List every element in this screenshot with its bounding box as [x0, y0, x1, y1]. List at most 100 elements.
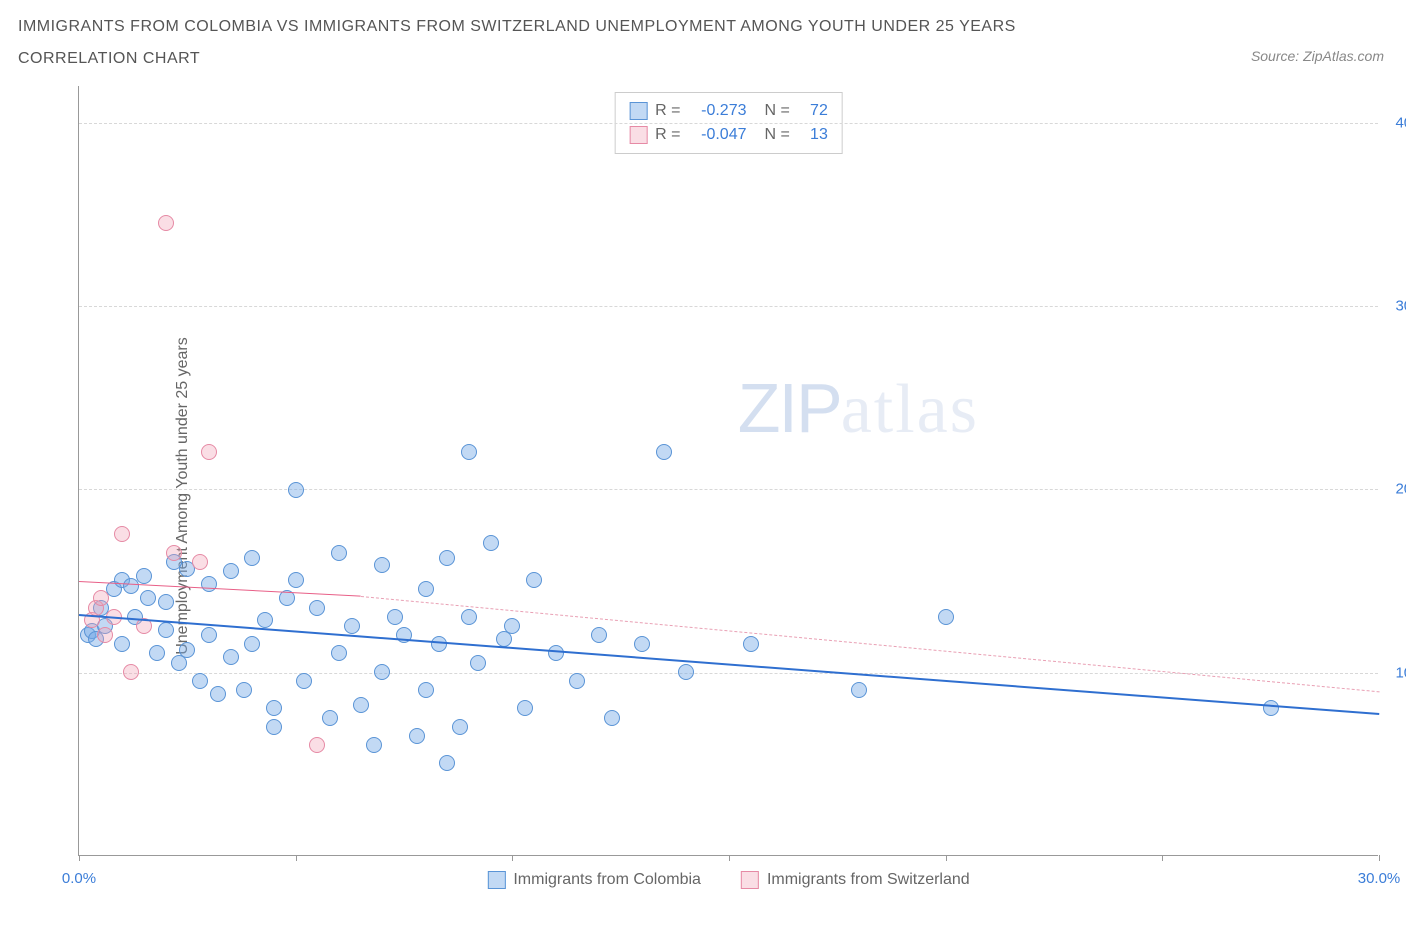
y-tick-label: 40.0%	[1395, 114, 1406, 131]
data-point	[266, 700, 282, 716]
y-tick-label: 20.0%	[1395, 481, 1406, 498]
data-point	[201, 576, 217, 592]
x-tick	[296, 855, 297, 861]
data-point	[201, 444, 217, 460]
legend-swatch	[487, 871, 505, 889]
x-tick	[512, 855, 513, 861]
data-point	[166, 545, 182, 561]
data-point	[461, 609, 477, 625]
gridline	[79, 123, 1378, 124]
data-point	[140, 590, 156, 606]
x-tick	[1379, 855, 1380, 861]
legend-series-item: Immigrants from Switzerland	[741, 871, 970, 889]
gridline	[79, 306, 1378, 307]
data-point	[591, 627, 607, 643]
data-point	[569, 673, 585, 689]
legend-r-value: -0.273	[689, 99, 747, 123]
x-tick	[729, 855, 730, 861]
data-point	[678, 664, 694, 680]
legend-stat-row: R =-0.273N =72	[629, 99, 828, 123]
data-point	[548, 645, 564, 661]
x-tick	[946, 855, 947, 861]
data-point	[409, 728, 425, 744]
legend-series: Immigrants from Colombia Immigrants from …	[487, 871, 969, 889]
data-point	[743, 636, 759, 652]
data-point	[322, 710, 338, 726]
data-point	[461, 444, 477, 460]
data-point	[158, 215, 174, 231]
data-point	[179, 642, 195, 658]
data-point	[634, 636, 650, 652]
data-point	[938, 609, 954, 625]
data-point	[439, 755, 455, 771]
data-point	[1263, 700, 1279, 716]
data-point	[236, 682, 252, 698]
data-point	[309, 600, 325, 616]
data-point	[418, 581, 434, 597]
data-point	[387, 609, 403, 625]
data-point	[366, 737, 382, 753]
data-point	[483, 535, 499, 551]
data-point	[504, 618, 520, 634]
x-tick	[79, 855, 80, 861]
x-tick-label: 0.0%	[62, 870, 96, 887]
data-point	[223, 649, 239, 665]
data-point	[288, 482, 304, 498]
data-point	[418, 682, 434, 698]
watermark: ZIPatlas	[738, 368, 979, 450]
gridline	[79, 489, 1378, 490]
data-point	[244, 550, 260, 566]
data-point	[656, 444, 672, 460]
data-point	[257, 612, 273, 628]
data-point	[439, 550, 455, 566]
legend-r-label: R =	[655, 123, 680, 147]
data-point	[149, 645, 165, 661]
source-attribution: Source: ZipAtlas.com	[1251, 48, 1384, 64]
plot-area: ZIPatlas R =-0.273N =72R =-0.047N =13 Im…	[78, 86, 1378, 856]
legend-swatch	[629, 126, 647, 144]
data-point	[851, 682, 867, 698]
data-point	[331, 545, 347, 561]
x-tick-label: 30.0%	[1358, 870, 1401, 887]
data-point	[114, 636, 130, 652]
data-point	[158, 594, 174, 610]
data-point	[223, 563, 239, 579]
data-point	[470, 655, 486, 671]
data-point	[97, 627, 113, 643]
data-point	[374, 557, 390, 573]
legend-n-value: 13	[798, 123, 828, 147]
data-point	[374, 664, 390, 680]
data-point	[517, 700, 533, 716]
legend-r-value: -0.047	[689, 123, 747, 147]
legend-series-label: Immigrants from Switzerland	[767, 871, 970, 889]
legend-series-label: Immigrants from Colombia	[513, 871, 701, 889]
data-point	[288, 572, 304, 588]
data-point	[266, 719, 282, 735]
legend-swatch	[629, 102, 647, 120]
data-point	[344, 618, 360, 634]
data-point	[331, 645, 347, 661]
x-tick	[1162, 855, 1163, 861]
data-point	[210, 686, 226, 702]
legend-n-label: N =	[765, 123, 790, 147]
data-point	[114, 526, 130, 542]
y-tick-label: 30.0%	[1395, 298, 1406, 315]
legend-n-label: N =	[765, 99, 790, 123]
legend-stat-row: R = -0.047 N = 13	[629, 123, 828, 147]
data-point	[201, 627, 217, 643]
data-point	[526, 572, 542, 588]
legend-r-label: R =	[655, 99, 680, 123]
trend-line	[361, 596, 1379, 692]
data-point	[192, 673, 208, 689]
data-point	[452, 719, 468, 735]
correlation-chart: Unemployment Among Youth under 25 years …	[18, 86, 1388, 906]
legend-series-item: Immigrants from Colombia	[487, 871, 701, 889]
chart-title-line2: CORRELATION CHART	[18, 50, 1406, 68]
data-point	[123, 664, 139, 680]
data-point	[192, 554, 208, 570]
data-point	[93, 590, 109, 606]
data-point	[353, 697, 369, 713]
data-point	[431, 636, 447, 652]
y-tick-label: 10.0%	[1395, 664, 1406, 681]
chart-title-line1: IMMIGRANTS FROM COLOMBIA VS IMMIGRANTS F…	[18, 18, 1406, 36]
